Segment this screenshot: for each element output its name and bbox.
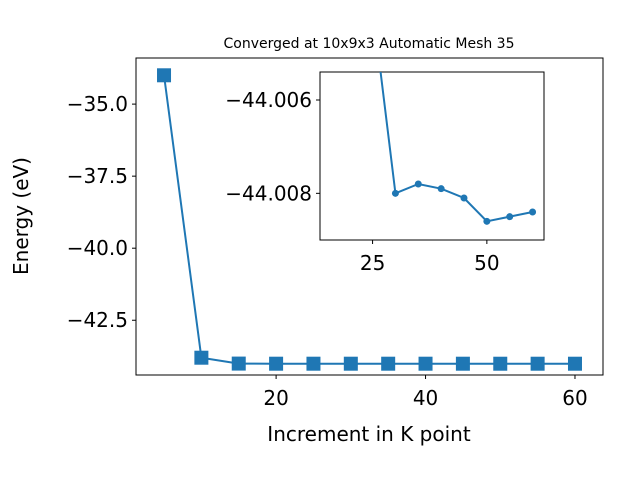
main-data-point: [530, 356, 545, 371]
main-y-tick-label: −40.0: [67, 236, 128, 260]
chart-title: Converged at 10x9x3 Automatic Mesh 35: [224, 36, 515, 52]
main-y-tick-label: −35.0: [67, 92, 128, 116]
main-data-point: [455, 356, 470, 371]
inset-y-tick-label: −44.006: [225, 88, 312, 112]
inset-plot-area: [319, 71, 545, 241]
main-data-point: [493, 356, 508, 371]
main-data-point: [381, 356, 396, 371]
inset-data-point: [460, 194, 468, 202]
main-x-tick-label: 60: [562, 386, 587, 410]
main-data-point: [567, 356, 582, 371]
inset-x-tick-label: 50: [474, 251, 499, 275]
main-data-point: [231, 356, 246, 371]
inset-data-point: [483, 217, 491, 225]
main-y-tick-label: −37.5: [67, 164, 128, 188]
main-data-point: [269, 356, 284, 371]
inset-data-point: [391, 189, 399, 197]
main-data-point: [157, 68, 172, 83]
main-data-point: [343, 356, 358, 371]
inset-series-line: [379, 72, 533, 223]
inset-x-tick-label: 25: [360, 251, 385, 275]
inset-data-point: [414, 180, 422, 188]
main-data-point: [306, 356, 321, 371]
main-x-tick-label: 40: [413, 386, 438, 410]
inset-y-tick-label: −44.008: [225, 181, 312, 205]
main-y-tick-label: −42.5: [67, 308, 128, 332]
inset-data-point: [437, 185, 445, 193]
main-data-point: [418, 356, 433, 371]
main-data-point: [194, 350, 209, 365]
main-x-tick-label: 20: [263, 386, 288, 410]
inset-data-point: [529, 208, 537, 216]
y-axis-label: Energy (eV): [9, 157, 33, 275]
x-axis-label: Increment in K point: [267, 422, 471, 446]
inset-data-point: [506, 213, 514, 221]
